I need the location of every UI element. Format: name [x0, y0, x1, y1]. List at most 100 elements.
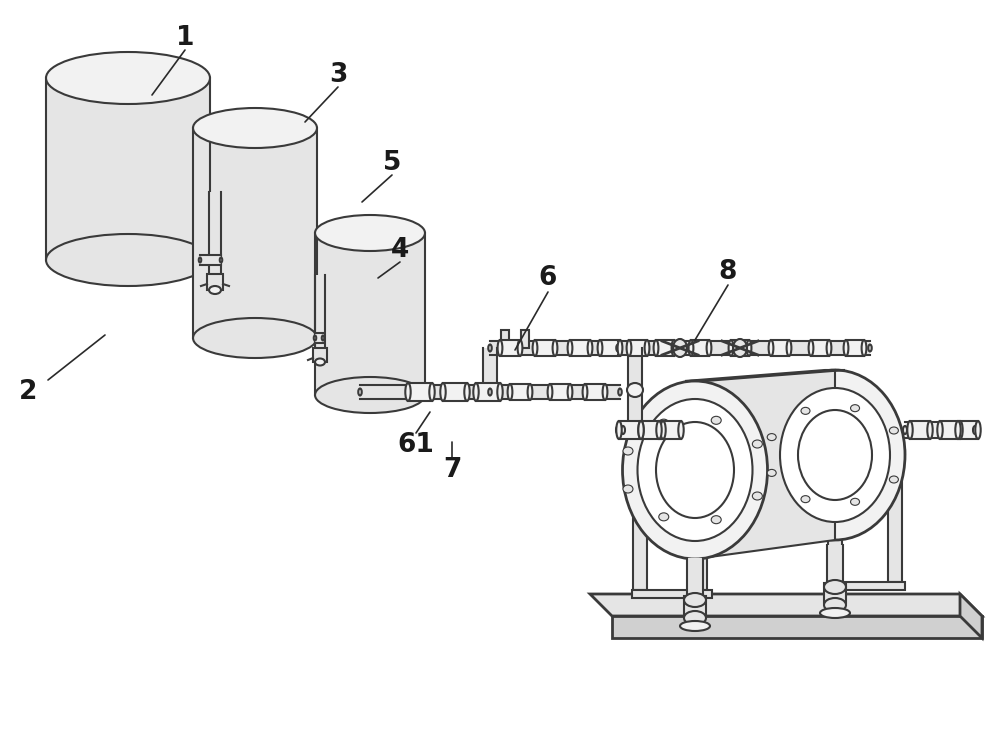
Bar	[521, 330, 529, 348]
Polygon shape	[510, 384, 530, 400]
Ellipse shape	[473, 383, 479, 401]
Polygon shape	[824, 583, 846, 603]
Ellipse shape	[588, 340, 592, 356]
Text: 8: 8	[719, 259, 737, 285]
Ellipse shape	[618, 340, 622, 356]
Ellipse shape	[851, 405, 860, 411]
Ellipse shape	[429, 383, 435, 401]
Polygon shape	[550, 384, 570, 400]
Text: 6: 6	[539, 265, 557, 291]
Ellipse shape	[711, 516, 721, 524]
Polygon shape	[315, 333, 323, 343]
Ellipse shape	[659, 419, 669, 427]
Ellipse shape	[46, 234, 210, 286]
Polygon shape	[618, 341, 870, 355]
Ellipse shape	[518, 340, 522, 356]
Polygon shape	[619, 421, 641, 439]
Bar	[313, 348, 327, 362]
Polygon shape	[771, 340, 789, 356]
Ellipse shape	[46, 52, 210, 104]
Polygon shape	[910, 421, 930, 439]
Ellipse shape	[533, 340, 537, 356]
Ellipse shape	[673, 339, 687, 357]
Ellipse shape	[889, 427, 898, 434]
Ellipse shape	[623, 485, 633, 493]
Polygon shape	[940, 421, 960, 439]
Ellipse shape	[868, 344, 872, 351]
Ellipse shape	[623, 447, 633, 455]
Polygon shape	[490, 385, 620, 399]
Polygon shape	[443, 383, 467, 401]
Ellipse shape	[851, 498, 860, 505]
Polygon shape	[408, 383, 432, 401]
Ellipse shape	[680, 621, 710, 631]
Ellipse shape	[627, 383, 643, 397]
Ellipse shape	[209, 286, 221, 294]
Ellipse shape	[903, 426, 907, 434]
Ellipse shape	[827, 340, 831, 356]
Ellipse shape	[711, 417, 721, 424]
Ellipse shape	[488, 388, 492, 396]
Ellipse shape	[645, 340, 649, 356]
Polygon shape	[825, 450, 845, 454]
Ellipse shape	[767, 469, 776, 476]
Ellipse shape	[553, 340, 557, 356]
Ellipse shape	[322, 336, 324, 341]
Polygon shape	[641, 421, 663, 439]
Polygon shape	[827, 582, 905, 590]
Text: 5: 5	[383, 150, 401, 176]
Ellipse shape	[798, 410, 872, 500]
Bar	[207, 274, 223, 290]
Polygon shape	[846, 340, 864, 356]
Polygon shape	[500, 340, 520, 356]
Ellipse shape	[464, 383, 470, 401]
Polygon shape	[209, 192, 221, 280]
Ellipse shape	[568, 340, 572, 356]
Ellipse shape	[314, 336, 316, 341]
Polygon shape	[690, 458, 710, 462]
Ellipse shape	[618, 344, 622, 351]
Ellipse shape	[689, 340, 693, 356]
Text: 4: 4	[391, 237, 409, 263]
Ellipse shape	[627, 340, 631, 356]
Ellipse shape	[907, 421, 913, 439]
Ellipse shape	[824, 598, 846, 612]
Text: 3: 3	[329, 62, 347, 88]
Ellipse shape	[801, 408, 810, 414]
Polygon shape	[656, 340, 674, 356]
Polygon shape	[315, 233, 425, 395]
Ellipse shape	[801, 496, 810, 503]
Polygon shape	[570, 340, 590, 356]
Ellipse shape	[638, 421, 644, 439]
Text: 1: 1	[176, 25, 194, 51]
Polygon shape	[731, 340, 749, 356]
Ellipse shape	[548, 384, 552, 400]
Ellipse shape	[638, 421, 644, 439]
Polygon shape	[687, 558, 703, 596]
Ellipse shape	[622, 381, 768, 559]
Polygon shape	[629, 340, 647, 356]
Polygon shape	[888, 452, 902, 582]
Ellipse shape	[654, 340, 658, 356]
Ellipse shape	[733, 339, 747, 357]
Ellipse shape	[315, 377, 425, 413]
Ellipse shape	[927, 421, 933, 439]
Ellipse shape	[440, 383, 446, 401]
Ellipse shape	[358, 388, 362, 396]
Ellipse shape	[769, 340, 773, 356]
Polygon shape	[490, 341, 620, 355]
Polygon shape	[684, 596, 706, 616]
Ellipse shape	[678, 421, 684, 439]
Ellipse shape	[729, 340, 733, 356]
Ellipse shape	[684, 611, 706, 625]
Ellipse shape	[809, 340, 813, 356]
Ellipse shape	[616, 426, 620, 434]
Ellipse shape	[618, 388, 622, 396]
Polygon shape	[811, 340, 829, 356]
Ellipse shape	[528, 384, 532, 400]
Polygon shape	[958, 421, 978, 439]
Ellipse shape	[220, 257, 222, 263]
Polygon shape	[632, 590, 712, 598]
Polygon shape	[827, 545, 843, 583]
Ellipse shape	[315, 215, 425, 251]
